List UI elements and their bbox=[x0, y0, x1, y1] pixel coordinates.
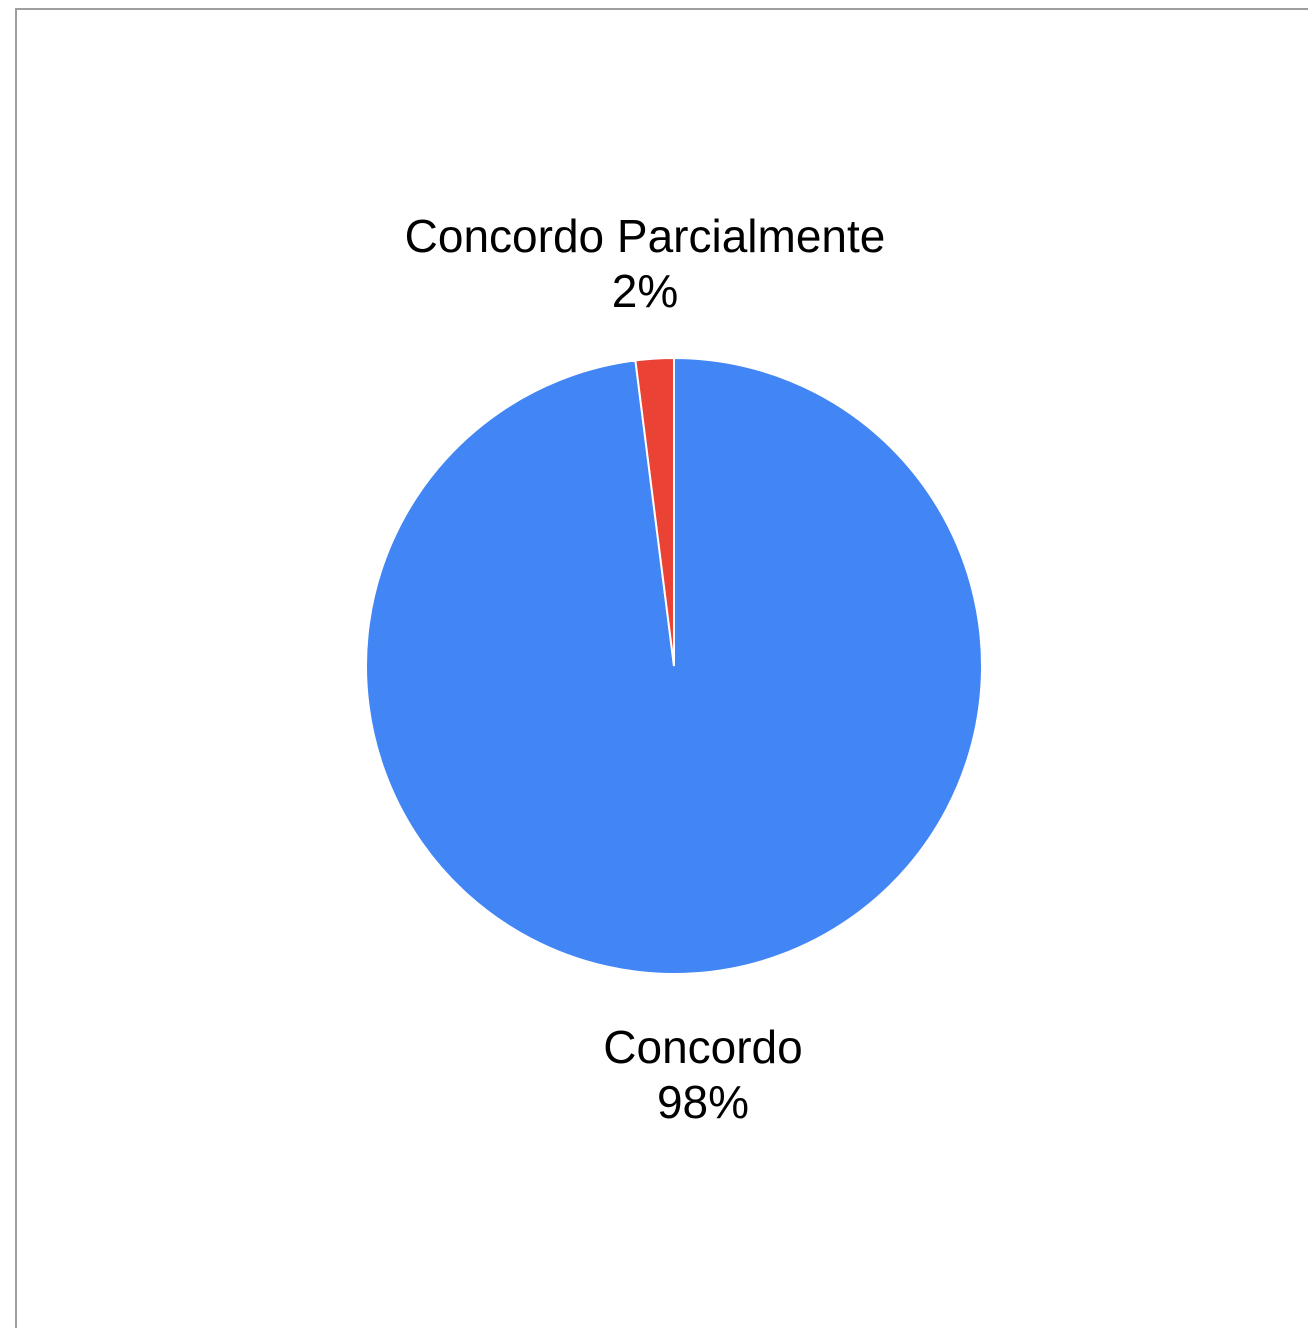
pie-labels: Concordo Parcialmente 2% Concordo 98% bbox=[405, 210, 886, 1128]
slice-label-concordo-name: Concordo bbox=[603, 1021, 802, 1073]
pie-slices bbox=[365, 356, 983, 975]
slice-label-concordo-parcialmente-value: 2% bbox=[612, 265, 678, 317]
slice-label-concordo-parcialmente-name: Concordo Parcialmente bbox=[405, 210, 886, 262]
slice-label-concordo-value: 98% bbox=[657, 1076, 749, 1128]
chart-frame bbox=[15, 8, 1308, 1328]
pie-slice-concordo-parcialmente bbox=[634, 356, 675, 667]
